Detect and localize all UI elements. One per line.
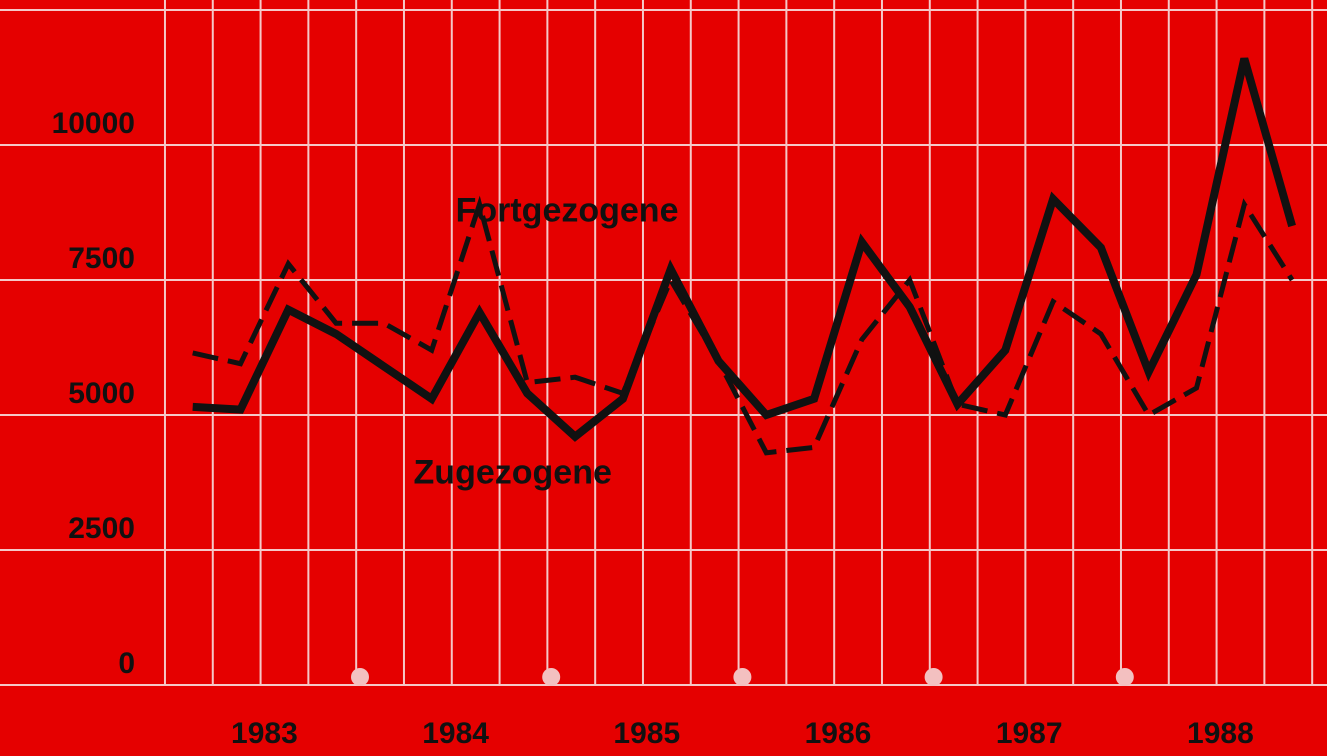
x-tick-label: 1984 [422, 717, 489, 750]
year-dot [542, 668, 561, 686]
year-dot [351, 668, 369, 686]
x-tick-label: 1985 [613, 717, 680, 750]
y-tick-label: 0 [118, 647, 135, 680]
x-tick-label: 1987 [996, 717, 1063, 750]
y-tick-label: 10000 [52, 107, 135, 140]
x-tick-label: 1983 [231, 717, 298, 750]
y-tick-label: 7500 [68, 242, 135, 275]
annotation: Zugezogene [414, 453, 612, 491]
series-line [192, 57, 1296, 442]
y-tick-label: 5000 [68, 377, 135, 410]
x-tick-label: 1988 [1187, 717, 1254, 750]
y-tick-label: 2500 [68, 512, 135, 545]
year-dot [1115, 668, 1134, 686]
year-dot [924, 668, 943, 686]
x-tick-label: 1986 [805, 717, 872, 750]
series-line [192, 195, 1295, 456]
annotation: Fortgezogene [456, 191, 679, 229]
year-dot [733, 668, 752, 686]
